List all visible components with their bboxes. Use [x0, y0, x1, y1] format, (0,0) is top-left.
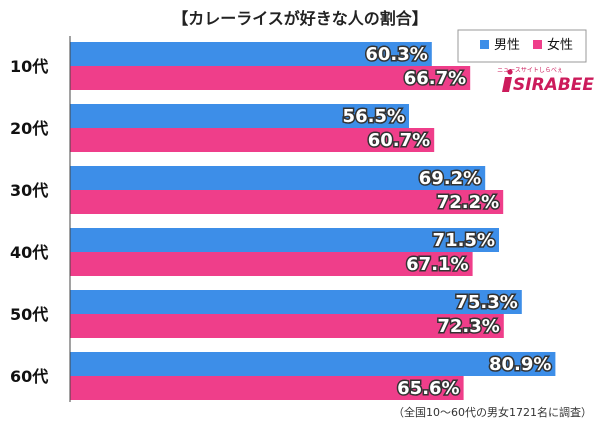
value-label-female: 66.7% — [404, 68, 466, 89]
bar-chart: 【カレーライスが好きな人の割合】 10代 60.3% 66.7% 20代 56.5% 60… — [0, 0, 600, 423]
legend-label-female: 女性 — [547, 37, 573, 53]
value-label-male: 80.9% — [489, 354, 551, 375]
logo-i-icon — [502, 77, 512, 92]
bars-layer — [70, 42, 555, 400]
value-label-female: 72.3% — [437, 316, 499, 337]
bar-male — [70, 290, 522, 314]
value-label-female: 65.6% — [397, 378, 459, 399]
labels-layer: 10代 60.3% 66.7% 20代 56.5% 60.7% 30代 69.2% 72.2% 4… — [10, 44, 551, 399]
logo-dot-icon — [507, 69, 512, 74]
value-label-male: 56.5% — [343, 106, 405, 127]
category-label: 60代 — [10, 367, 48, 386]
bar-male — [70, 352, 555, 376]
value-label-male: 60.3% — [365, 44, 427, 65]
value-label-female: 67.1% — [406, 254, 468, 275]
category-label: 50代 — [10, 305, 48, 324]
category-label: 40代 — [10, 243, 48, 262]
logo-tagline: ニュースサイトしらべぇ — [497, 67, 563, 74]
category-label: 30代 — [10, 181, 48, 200]
logo-wordmark: SIRABEE — [513, 75, 594, 95]
value-label-male: 71.5% — [433, 230, 495, 251]
value-label-female: 72.2% — [437, 192, 499, 213]
value-label-male: 69.2% — [419, 168, 481, 189]
legend-swatch-male — [480, 40, 489, 49]
footnote: （全国10〜60代の男女1721名に調査） — [393, 405, 592, 419]
sirabee-logo: ニュースサイトしらべぇ SIRABEE — [497, 67, 594, 95]
value-label-female: 60.7% — [368, 130, 430, 151]
category-label: 10代 — [10, 57, 48, 76]
legend-swatch-female — [533, 40, 542, 49]
chart-title: 【カレーライスが好きな人の割合】 — [172, 9, 428, 28]
category-label: 20代 — [10, 119, 48, 138]
legend: 男性 女性 — [458, 30, 586, 62]
legend-label-male: 男性 — [494, 38, 520, 53]
value-label-male: 75.3% — [455, 292, 517, 313]
